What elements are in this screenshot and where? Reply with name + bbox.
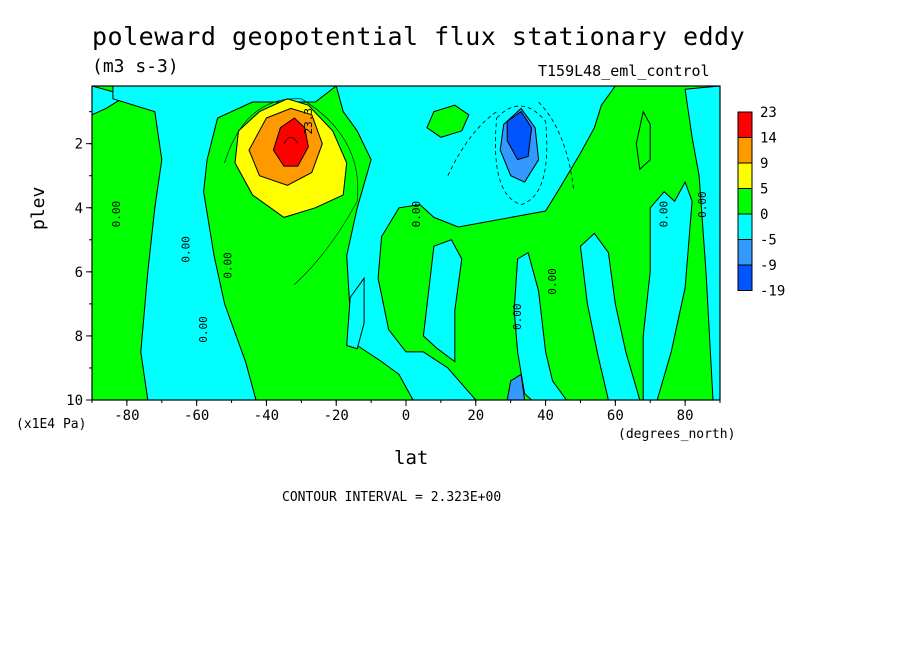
contour-label: 0.00 [197,316,210,343]
contour-region-2 [112,86,338,400]
run-label: T159L48_eml_control [538,62,710,80]
x-tick-label: 0 [402,408,410,424]
contour-interval: CONTOUR INTERVAL = 2.323E+00 [282,490,502,505]
colorbar-label: 0 [760,207,768,223]
contour-region-7 [579,232,641,400]
colorbar-swatch [737,239,753,266]
contour-region-9 [684,86,720,400]
contour-label: 0.00 [410,201,423,228]
contour-region-14 [506,373,526,400]
x-tick-label: 40 [537,408,554,424]
x-tick-label: -80 [114,408,139,424]
contour-region-10 [426,104,470,138]
contour-region-8 [642,180,693,400]
chart-title: poleward geopotential flux stationary ed… [92,22,746,51]
x-axis-label: lat [394,447,429,469]
y-axis-label: plev [28,186,49,230]
contour-label: 0.00 [222,252,235,278]
colorbar-label: 9 [760,156,768,172]
y-tick-label: 8 [75,329,83,345]
colorbar-swatch [737,188,753,215]
colorbar-swatch [737,111,753,138]
colorbar-swatch [737,213,753,240]
contour-region-4 [346,276,365,350]
y-tick-label: 6 [75,265,83,281]
contour-label: 23.3 [302,108,315,135]
thin-contour [224,98,359,285]
y-tick-label: 4 [75,201,83,217]
x-axis-units: (degrees_north) [618,427,736,442]
colorbar-label: -19 [760,284,785,300]
colorbar-label: 5 [760,182,768,198]
colorbar-label: 14 [760,131,777,147]
contour-region-6 [513,251,568,400]
x-tick-label: 20 [467,408,484,424]
contour-label: 0.00 [180,236,193,262]
contour-region-13 [506,110,533,161]
dashed-contour [447,111,497,176]
x-tick-label: 80 [677,408,694,424]
colorbar-label: 23 [760,105,777,121]
contour-region-5 [422,239,463,363]
colorbar-label: -9 [760,258,777,274]
contour-region-11 [635,110,651,171]
x-tick-label: -40 [254,408,279,424]
contour-label: 0.00 [511,303,524,330]
contour-region-17 [272,117,309,167]
colorbar-swatch [737,264,753,291]
contour-label: 0.00 [546,268,559,295]
y-tick-label: 2 [75,137,83,153]
x-tick-label: -60 [184,408,209,424]
colorbar-swatch [737,137,753,164]
y-tick-label: 10 [66,393,83,409]
x-tick-label: 60 [607,408,624,424]
y-axis-units: (x1E4 Pa) [16,417,87,432]
thin-contour [283,136,299,144]
contour-label: 0.00 [696,191,709,218]
dashed-contour [538,101,574,189]
contour-label: 0.00 [658,201,671,228]
chart-units: (m3 s-3) [92,56,179,77]
dashed-contour [495,105,548,205]
colorbar-swatch [737,162,753,189]
colorbar-label: -5 [760,233,777,249]
contour-label: 0.00 [110,201,123,228]
x-tick-label: -20 [324,408,349,424]
